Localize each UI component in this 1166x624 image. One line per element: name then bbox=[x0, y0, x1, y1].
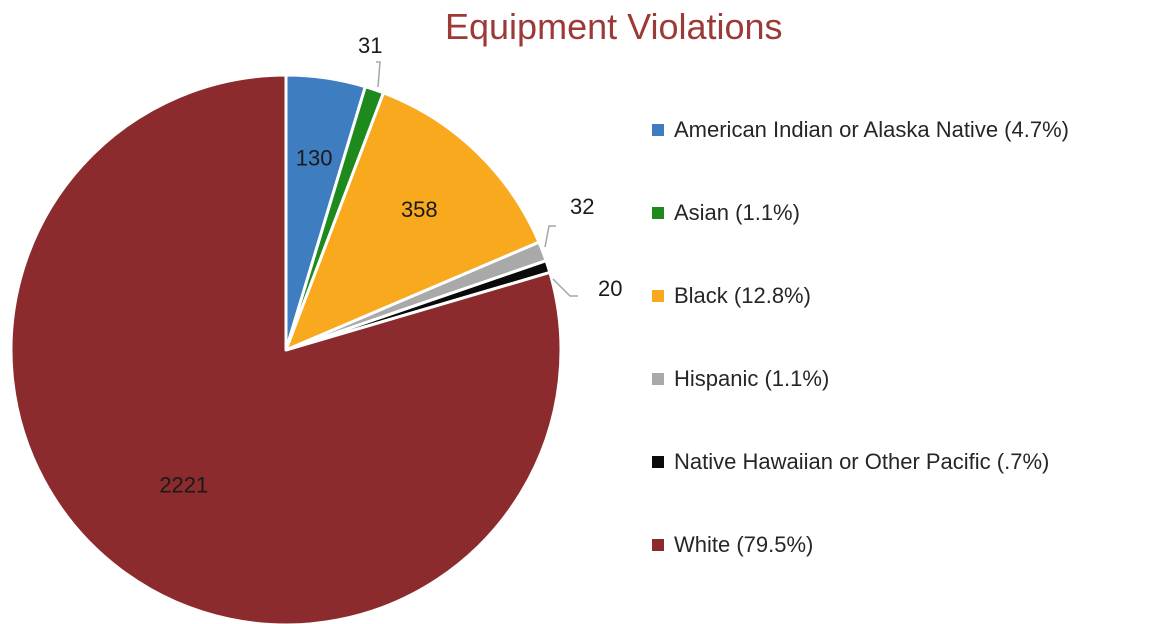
legend-item-native-hawaiian: Native Hawaiian or Other Pacific (.7%) bbox=[652, 442, 1162, 525]
legend-swatch-hispanic bbox=[652, 373, 664, 385]
pie-slice-white bbox=[9, 73, 563, 624]
legend-swatch-american-indian bbox=[652, 124, 664, 136]
legend-item-american-indian: American Indian or Alaska Native (4.7%) bbox=[652, 110, 1162, 193]
data-label-black: 358 bbox=[401, 197, 438, 222]
data-label-american-indian: 130 bbox=[296, 145, 333, 170]
legend-label-asian: Asian (1.1%) bbox=[674, 200, 800, 225]
leader-line-asian bbox=[376, 61, 381, 88]
data-label-native-hawaiian: 20 bbox=[598, 276, 622, 301]
chart-title: Equipment Violations bbox=[445, 6, 783, 47]
legend-swatch-native-hawaiian bbox=[652, 456, 664, 468]
data-label-hispanic: 32 bbox=[570, 194, 594, 219]
legend-swatch-asian bbox=[652, 207, 664, 219]
legend: American Indian or Alaska Native (4.7%) … bbox=[652, 110, 1162, 608]
legend-label-hispanic: Hispanic (1.1%) bbox=[674, 366, 830, 391]
legend-item-white: White (79.5%) bbox=[652, 525, 1162, 608]
leader-line-hispanic bbox=[544, 225, 556, 248]
legend-label-native-hawaiian: Native Hawaiian or Other Pacific (.7%) bbox=[674, 449, 1050, 474]
data-label-asian: 31 bbox=[358, 33, 382, 58]
leader-line-native-hawaiian bbox=[552, 278, 578, 297]
legend-label-white: White (79.5%) bbox=[674, 532, 814, 557]
legend-swatch-white bbox=[652, 539, 664, 551]
data-label-white: 2221 bbox=[159, 472, 208, 497]
pie-slice-black bbox=[284, 91, 541, 352]
legend-label-american-indian: American Indian or Alaska Native (4.7%) bbox=[674, 117, 1069, 142]
legend-label-black: Black (12.8%) bbox=[674, 283, 811, 308]
legend-item-hispanic: Hispanic (1.1%) bbox=[652, 359, 1162, 442]
legend-swatch-black bbox=[652, 290, 664, 302]
legend-item-black: Black (12.8%) bbox=[652, 276, 1162, 359]
legend-item-asian: Asian (1.1%) bbox=[652, 193, 1162, 276]
